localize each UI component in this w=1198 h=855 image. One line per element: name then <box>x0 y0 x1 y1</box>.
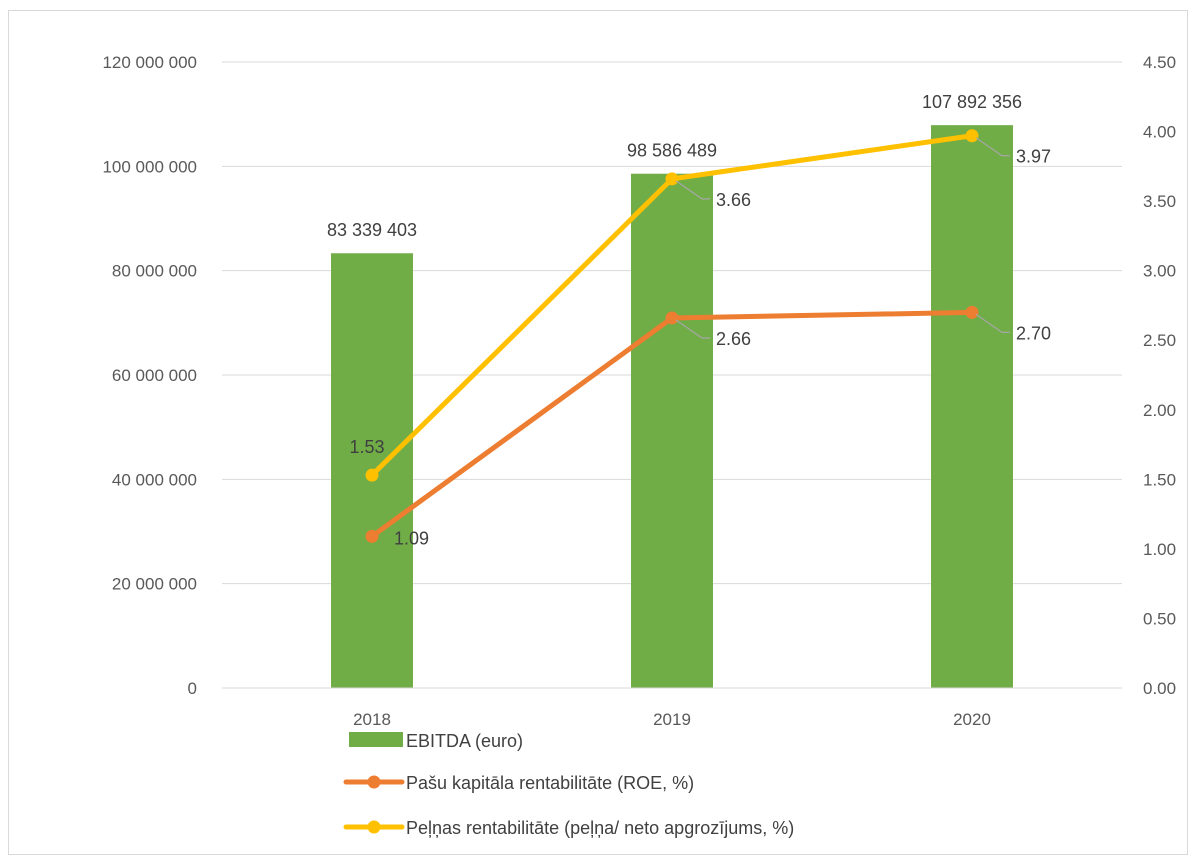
legend-swatch-marker <box>367 775 381 789</box>
leader-line <box>675 180 710 200</box>
bar-data-label: 98 586 489 <box>627 141 717 161</box>
line-data-label: 3.66 <box>716 190 751 210</box>
y-right-tick-label: 3.00 <box>1143 262 1176 281</box>
leader-line <box>675 319 710 339</box>
bar-data-label: 107 892 356 <box>922 92 1022 112</box>
y-left-tick-label: 80 000 000 <box>112 262 197 281</box>
bar-data-label: 83 339 403 <box>327 220 417 240</box>
legend-label: Peļņas rentabilitāte (peļņa/ neto apgroz… <box>406 818 794 838</box>
y-right-tick-label: 0.50 <box>1143 609 1176 628</box>
legend-swatch-marker <box>367 820 381 834</box>
y-right-tick-label: 1.00 <box>1143 540 1176 559</box>
y-left-tick-label: 40 000 000 <box>112 470 197 489</box>
line-data-label: 2.66 <box>716 329 751 349</box>
legend-swatch-ebitda <box>349 732 403 747</box>
series-point <box>665 311 679 325</box>
series-point <box>365 529 379 543</box>
y-left-tick-label: 100 000 000 <box>102 157 197 176</box>
bar-ebitda <box>631 173 713 688</box>
x-tick-label: 2020 <box>953 710 991 729</box>
y-right-tick-label: 1.50 <box>1143 470 1176 489</box>
y-left-tick-label: 20 000 000 <box>112 575 197 594</box>
leader-line <box>975 313 1010 333</box>
bar-ebitda <box>931 125 1013 688</box>
y-left-tick-label: 60 000 000 <box>112 366 197 385</box>
y-left-tick-label: 0 <box>188 679 197 698</box>
legend-label: EBITDA (euro) <box>406 731 523 751</box>
series-point <box>965 129 979 143</box>
y-right-tick-label: 2.00 <box>1143 401 1176 420</box>
y-right-tick-label: 2.50 <box>1143 331 1176 350</box>
x-tick-label: 2019 <box>653 710 691 729</box>
x-tick-label: 2018 <box>353 710 391 729</box>
legend-label: Pašu kapitāla rentabilitāte (ROE, %) <box>406 773 694 793</box>
leader-line <box>975 137 1010 157</box>
line-data-label: 2.70 <box>1016 323 1051 343</box>
y-right-tick-label: 4.00 <box>1143 123 1176 142</box>
series-point <box>365 468 379 482</box>
y-right-tick-label: 3.50 <box>1143 192 1176 211</box>
line-data-label: 3.97 <box>1016 147 1051 167</box>
line-data-label: 1.53 <box>349 437 384 457</box>
series-point <box>665 172 679 186</box>
series-point <box>965 305 979 319</box>
line-data-label: 1.09 <box>394 528 429 548</box>
y-right-tick-label: 4.50 <box>1143 53 1176 72</box>
y-right-tick-label: 0.00 <box>1143 679 1176 698</box>
y-left-tick-label: 120 000 000 <box>102 53 197 72</box>
